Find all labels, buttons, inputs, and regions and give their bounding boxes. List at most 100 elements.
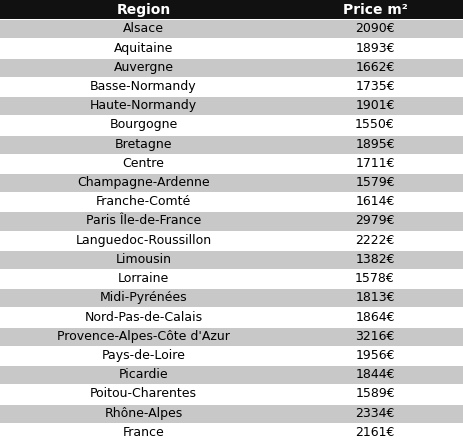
Text: 2090€: 2090€ — [355, 23, 395, 35]
Text: Price m²: Price m² — [343, 3, 407, 17]
Bar — [0, 173, 463, 174]
Bar — [0, 269, 287, 288]
Bar — [0, 346, 287, 365]
Bar — [0, 288, 463, 289]
Bar — [0, 96, 463, 97]
Bar — [287, 115, 463, 134]
Bar — [0, 327, 287, 346]
Text: Paris Île-de-France: Paris Île-de-France — [86, 214, 201, 228]
Text: Limousin: Limousin — [116, 253, 171, 266]
Text: Bourgogne: Bourgogne — [109, 118, 178, 131]
Bar — [287, 96, 463, 115]
Bar — [0, 0, 287, 19]
Bar — [0, 231, 287, 250]
Bar — [0, 77, 287, 96]
Text: 1579€: 1579€ — [355, 176, 395, 189]
Text: Lorraine: Lorraine — [118, 272, 169, 285]
Bar — [287, 57, 463, 77]
Bar — [0, 173, 287, 192]
Bar — [0, 308, 287, 327]
Bar — [0, 423, 287, 442]
Bar — [287, 231, 463, 250]
Bar — [0, 211, 287, 231]
Bar — [287, 404, 463, 423]
Bar — [0, 327, 463, 328]
Bar — [0, 346, 463, 347]
Bar — [0, 19, 463, 20]
Bar — [0, 19, 463, 20]
Bar — [0, 57, 287, 77]
Text: Centre: Centre — [123, 157, 164, 170]
Text: 1901€: 1901€ — [355, 99, 395, 112]
Bar — [287, 327, 463, 346]
Bar — [287, 423, 463, 442]
Text: Champagne-Ardenne: Champagne-Ardenne — [77, 176, 210, 189]
Bar — [0, 423, 463, 424]
Text: Aquitaine: Aquitaine — [114, 42, 173, 54]
Bar — [0, 365, 287, 385]
Text: Midi-Pyrénées: Midi-Pyrénées — [100, 291, 188, 305]
Bar — [0, 269, 463, 270]
Bar — [287, 77, 463, 96]
Text: 1711€: 1711€ — [355, 157, 395, 170]
Bar — [287, 211, 463, 231]
Bar — [0, 77, 463, 78]
Bar — [0, 231, 463, 232]
Bar — [0, 96, 287, 115]
Text: Auvergne: Auvergne — [113, 61, 174, 74]
Text: 1614€: 1614€ — [355, 195, 395, 208]
Text: 1864€: 1864€ — [355, 311, 395, 324]
Bar — [0, 19, 287, 38]
Text: 2222€: 2222€ — [355, 234, 395, 247]
Bar — [287, 134, 463, 154]
Bar — [0, 288, 287, 308]
Bar — [287, 19, 463, 38]
Text: Picardie: Picardie — [119, 368, 169, 381]
Bar — [287, 269, 463, 288]
Text: France: France — [123, 426, 164, 439]
Text: 1895€: 1895€ — [355, 137, 395, 151]
Text: Franche-Comté: Franche-Comté — [96, 195, 191, 208]
Text: 1578€: 1578€ — [355, 272, 395, 285]
Text: Pays-de-Loire: Pays-de-Loire — [101, 349, 186, 362]
Bar — [0, 365, 463, 366]
Text: 3216€: 3216€ — [355, 330, 395, 343]
Bar — [0, 154, 287, 173]
Text: Haute-Normandy: Haute-Normandy — [90, 99, 197, 112]
Text: 1893€: 1893€ — [355, 42, 395, 54]
Text: 1550€: 1550€ — [355, 118, 395, 131]
Bar — [287, 365, 463, 385]
Bar — [287, 192, 463, 211]
Bar — [0, 211, 463, 213]
Text: Rhône-Alpes: Rhône-Alpes — [104, 407, 183, 419]
Bar — [287, 0, 463, 19]
Text: Region: Region — [116, 3, 171, 17]
Bar — [0, 134, 463, 136]
Text: 1662€: 1662€ — [355, 61, 395, 74]
Bar — [287, 38, 463, 57]
Text: 2979€: 2979€ — [355, 214, 395, 228]
Text: Languedoc-Roussillon: Languedoc-Roussillon — [75, 234, 212, 247]
Bar — [0, 404, 287, 423]
Text: Alsace: Alsace — [123, 23, 164, 35]
Bar — [0, 308, 463, 309]
Bar — [0, 115, 287, 134]
Bar — [0, 154, 463, 155]
Text: Poitou-Charentes: Poitou-Charentes — [90, 388, 197, 400]
Bar — [0, 192, 463, 193]
Bar — [0, 57, 463, 59]
Bar — [0, 250, 463, 251]
Text: Nord-Pas-de-Calais: Nord-Pas-de-Calais — [84, 311, 203, 324]
Bar — [287, 173, 463, 192]
Text: 1382€: 1382€ — [355, 253, 395, 266]
Bar — [0, 134, 287, 154]
Bar — [287, 385, 463, 404]
Text: 1956€: 1956€ — [355, 349, 395, 362]
Bar — [287, 346, 463, 365]
Text: 2334€: 2334€ — [355, 407, 395, 419]
Bar — [0, 38, 463, 39]
Text: Basse-Normandy: Basse-Normandy — [90, 80, 197, 93]
Bar — [287, 288, 463, 308]
Text: 1589€: 1589€ — [355, 388, 395, 400]
Bar — [0, 115, 463, 116]
